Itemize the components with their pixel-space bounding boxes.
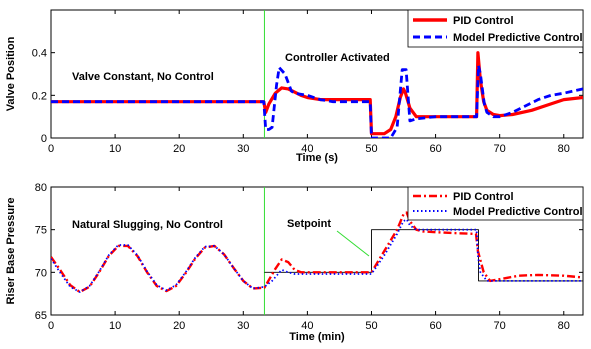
y-ticks-top: 0 0.2 0.4 [32,48,583,145]
y-tick-label: 70 [35,267,47,279]
y-tick-label: 75 [35,225,47,237]
series-group-bottom [51,211,583,294]
legend-label-mpc-bottom: Model Predictive Control [453,206,583,218]
y-tick-label: 80 [35,182,47,194]
series-line-model-predictive-control [51,64,583,138]
annotation-natural-slugging: Natural Slugging, No Control [72,219,223,231]
legend-box-bottom [407,186,584,221]
x-tick-label: 50 [365,143,377,155]
x-tick-label: 60 [429,320,441,332]
legend-bottom: PID Control Model Predictive Control [407,186,584,221]
x-tick-label: 70 [494,143,506,155]
x-axis-label-bottom: Time (min) [289,331,345,343]
x-ticks-top: 0 10 20 30 40 50 60 70 80 [48,10,570,155]
riser-pressure-chart: 0 10 20 30 40 50 60 70 80 65 70 75 80 Time (min) Ri… [5,182,584,343]
series-line-model-predictive-control [51,218,583,293]
legend-top: PID Control Model Predictive Control [407,9,584,48]
legend-label-pid-top: PID Control [453,15,514,27]
x-ticks-bottom: 0 10 20 30 40 50 60 70 80 [48,187,570,332]
x-tick-label: 0 [48,320,54,332]
x-tick-label: 0 [48,143,54,155]
setpoint-pointer [336,230,370,257]
y-tick-label: 65 [35,310,47,322]
x-tick-label: 20 [173,143,185,155]
annotation-setpoint: Setpoint [287,218,331,230]
x-tick-label: 80 [558,320,570,332]
x-tick-label: 30 [237,143,249,155]
annotation-controller-activated: Controller Activated [285,52,390,64]
annotation-valve-constant: Valve Constant, No Control [72,71,214,83]
x-tick-label: 40 [301,143,313,155]
x-tick-label: 30 [237,320,249,332]
x-tick-label: 80 [558,143,570,155]
y-axis-label-bottom: Riser Base Pressure [5,197,17,304]
x-tick-label: 40 [301,320,313,332]
series-line-pid-control [51,211,583,294]
x-tick-label: 10 [109,143,121,155]
y-tick-label: 0.4 [32,48,47,60]
x-axis-label-top: Time (s) [296,152,338,164]
series-group-top [51,51,583,138]
x-tick-label: 10 [109,320,121,332]
y-axis-label-top: Valve Position [5,36,17,111]
x-tick-label: 60 [429,143,441,155]
x-tick-label: 50 [365,320,377,332]
legend-box-top [407,9,584,48]
y-tick-label: 0.2 [32,90,47,102]
y-tick-label: 0 [41,133,47,145]
legend-label-pid-bottom: PID Control [453,191,514,203]
valve-position-chart: 0 10 20 30 40 50 60 70 80 0 0.2 0.4 Time (s) Valve… [5,9,584,164]
x-tick-label: 70 [494,320,506,332]
x-tick-label: 20 [173,320,185,332]
legend-label-mpc-top: Model Predictive Control [453,32,583,44]
